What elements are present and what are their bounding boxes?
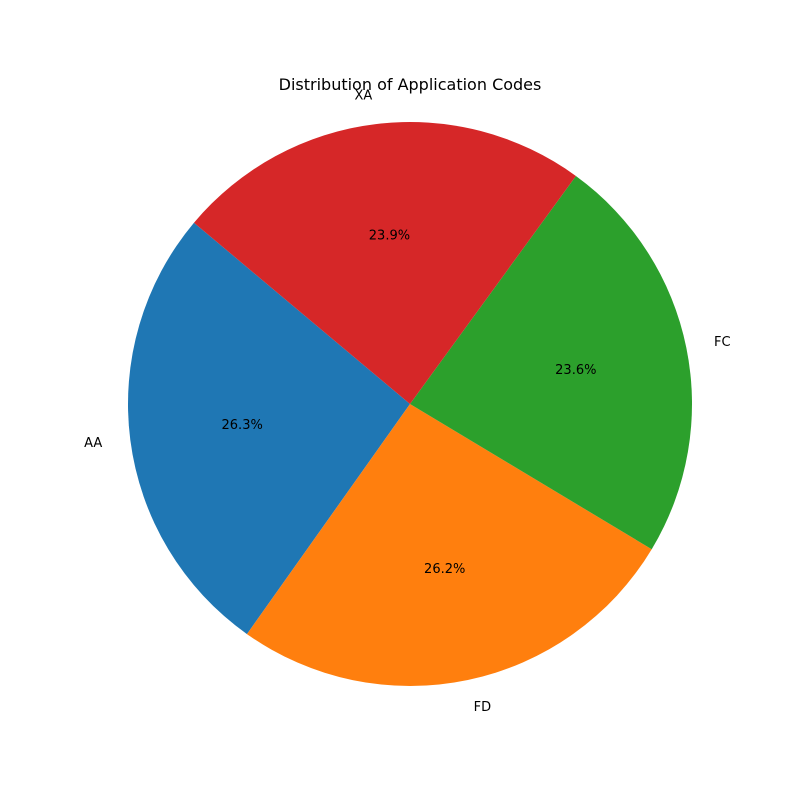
slice-label-xa: XA	[354, 89, 372, 104]
chart-title: Distribution of Application Codes	[279, 75, 542, 94]
slice-label-fd: FD	[474, 700, 492, 715]
percent-label-xa: 23.9%	[369, 229, 410, 244]
slice-label-aa: AA	[84, 436, 102, 451]
slice-label-fc: FC	[714, 335, 731, 350]
pie-slices	[127, 121, 692, 687]
pie-slice-fd	[246, 404, 652, 687]
pie-slice-aa	[127, 222, 410, 635]
percent-label-fc: 23.6%	[555, 363, 596, 378]
pie-labels: AA 26.3% FD 26.2% FC 23.6% XA 23.9%	[84, 89, 730, 716]
percent-label-aa: 26.3%	[222, 418, 263, 433]
pie-slice-xa	[193, 121, 576, 404]
pie-slice-fc	[410, 175, 692, 550]
percent-label-fd: 26.2%	[424, 562, 465, 577]
